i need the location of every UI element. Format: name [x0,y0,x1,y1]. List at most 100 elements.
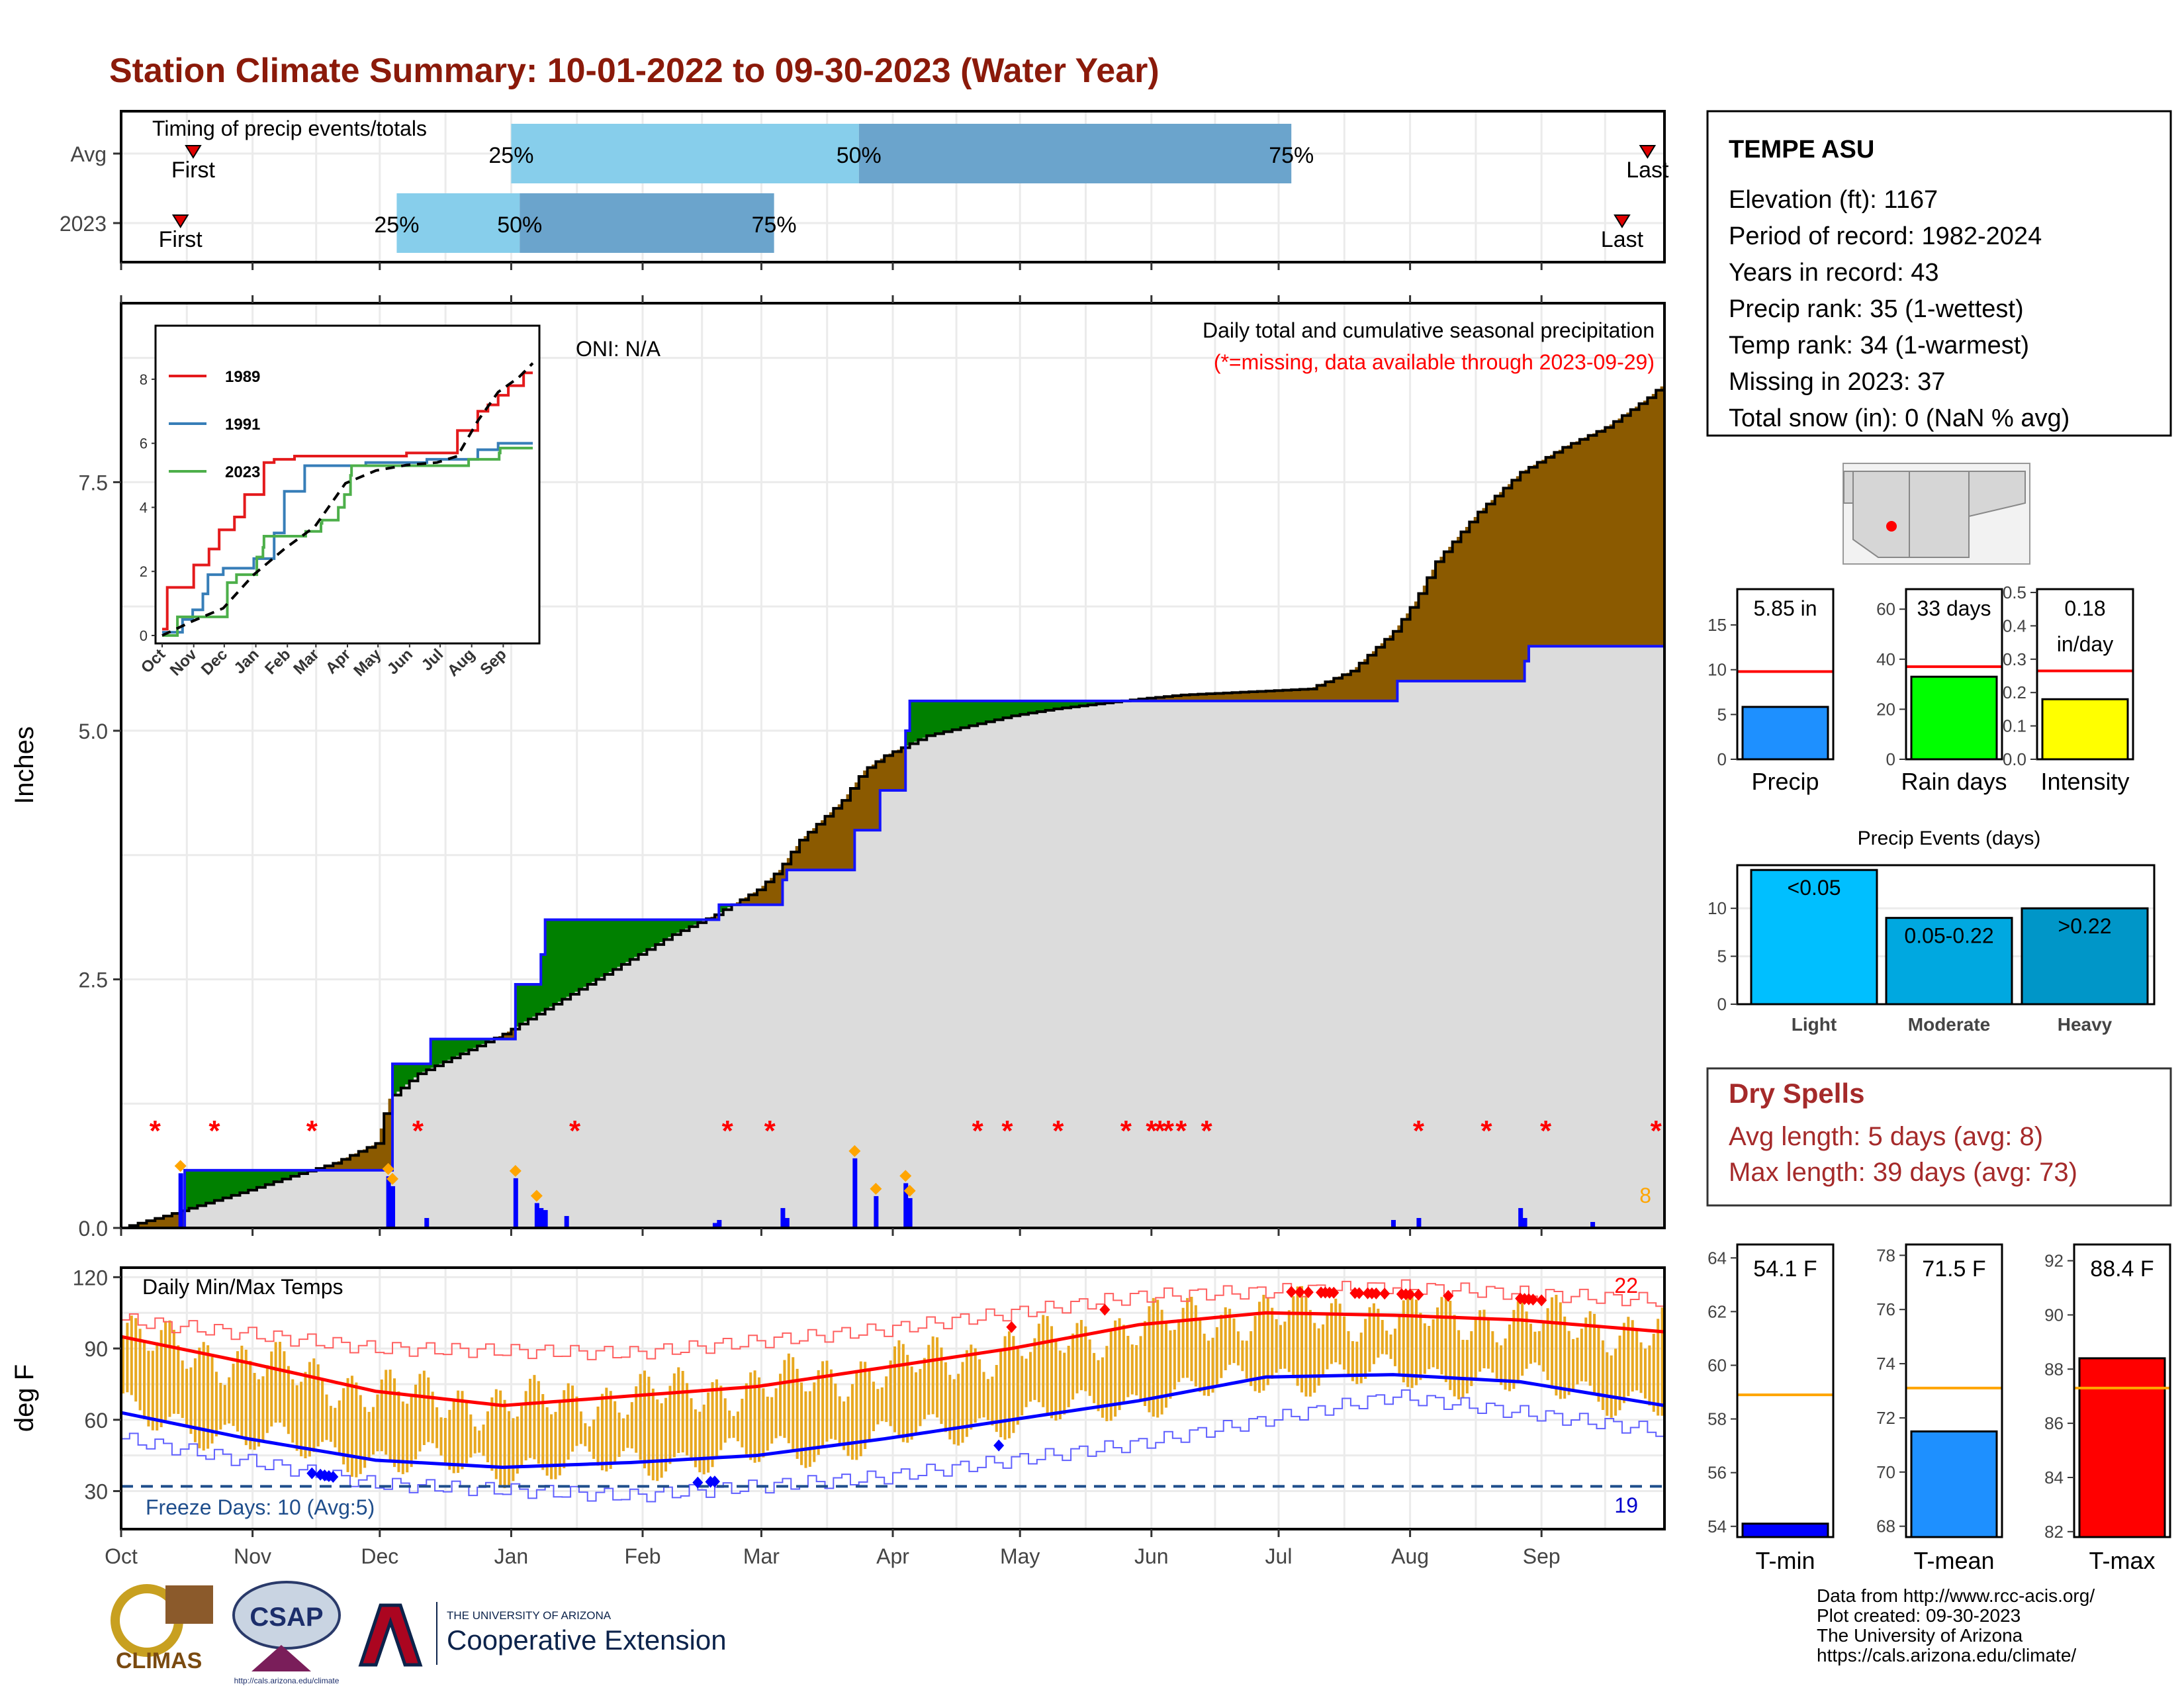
temp-summary-y-tick: 72 [1876,1408,1895,1428]
hot-day-marker [1536,1294,1547,1307]
timing-first-marker [171,214,189,228]
summary-value-label: 5.85 in [1753,596,1817,620]
hot-day-marker [1353,1287,1365,1299]
freeze-day-marker [328,1471,339,1483]
hot-day-marker [1286,1286,1297,1298]
csap-logo-mountain [251,1645,311,1671]
daily-precip-bar [539,1207,544,1228]
arizona-shape [1852,471,1910,558]
inset-series-2023 [162,446,533,637]
daily-precip-bar [386,1176,391,1228]
event-bar-moderate [1885,917,2013,1006]
event-bar-heavy [2021,907,2149,1006]
missing-day-marker: * [306,1115,318,1147]
month-tick-label: Nov [234,1544,271,1568]
dry-spells-title: Dry Spells [1729,1078,1864,1109]
inset-y-tick: 8 [140,371,148,388]
missing-day-marker: * [1052,1115,1064,1147]
missing-day-marker: * [1175,1115,1187,1147]
summary-frame [2036,588,2134,761]
credits: Data from http://www.rcc-acis.org/Plot c… [1817,1585,2095,1665]
temp-summary-y-tick: 84 [2044,1468,2064,1487]
heavy-day-marker [382,1162,394,1175]
temp-summary-y-tick: 82 [2044,1522,2064,1542]
summary-y-tick: 5 [1717,704,1727,724]
summary-y-tick: 40 [1876,649,1895,669]
station-detail-line: Elevation (ft): 1167 [1729,186,1938,214]
dry-spells-avg: Avg length: 5 days (avg: 8) [1729,1122,2043,1151]
temp-summary-y-tick: 74 [1876,1354,1895,1374]
station-locator-map [1843,463,2030,565]
freeze-day-marker [306,1467,318,1479]
temperature-summary-bars: 54 56 58 60 62 64 54.1 F T-min 68 70 72 74 76 78 71.5 … [1707,1243,2171,1574]
precip-y-tick: 7.5 [79,471,108,494]
daily-precip-bar [1590,1221,1596,1228]
timing-p50-label: 50% [497,212,542,238]
temp-summary-y-tick: 92 [2044,1251,2064,1271]
average-cumulative-line [121,383,1666,1229]
month-tick-label: Jul [1265,1544,1293,1568]
summary-y-tick: 60 [1876,599,1895,619]
freeze-day-marker [993,1439,1005,1452]
summary-y-tick: 0 [1886,749,1895,769]
record-high-line [121,1279,1665,1360]
missing-day-marker: * [208,1115,220,1147]
daily-precip-bar [712,1223,717,1228]
heavy-day-count: 8 [1639,1184,1651,1207]
station-name: TEMPE ASU [1729,136,1874,164]
summary-bar-label: Intensity [2040,768,2129,795]
missing-day-marker: * [1651,1115,1662,1147]
timing-first-marker [185,145,202,159]
credit-line: https://cals.arizona.edu/climate/ [1817,1645,2076,1665]
temp-summary-y-tick: 68 [1876,1517,1895,1536]
california-shape [1843,471,1854,504]
timing-p50-label: 50% [837,143,882,168]
freeze-day-marker [692,1476,704,1489]
inset-y-tick: 0 [140,628,148,644]
event-bar-label: <0.05 [1788,876,1841,900]
timing-first-marker-label: First [171,158,216,183]
hot-day-marker [1006,1321,1017,1333]
csap-logo-url: http://cals.arizona.edu/climate [234,1676,340,1685]
timing-p75-label: 75% [1269,143,1314,168]
climas-logo-text: CLIMAS [116,1648,202,1673]
summary-value-unit: in/day [2057,632,2113,656]
daily-precip-bar [717,1219,722,1228]
missing-day-marker: * [1540,1115,1552,1147]
precip-header: Daily total and cumulative seasonal prec… [1203,318,1655,342]
heavy-day-marker [174,1160,187,1172]
month-tick-label: Mar [743,1544,780,1568]
month-tick-label: Feb [624,1544,660,1568]
daily-precip-bar [903,1183,909,1228]
daily-precip-bar [513,1178,518,1228]
ua-logo-small-text: THE UNIVERSITY OF ARIZONA [447,1609,612,1622]
event-category-label: Light [1792,1014,1837,1035]
inset-average-line [161,362,534,637]
inset-legend-label: 2023 [225,463,260,481]
logos: CLIMAS CSAP http://cals.arizona.edu/climat… [111,1581,727,1685]
station-detail-line: Temp rank: 34 (1-warmest) [1729,332,2029,359]
missing-day-marker: * [412,1115,424,1147]
timing-bar-25-50 [396,193,520,253]
ua-logo-big-text: Cooperative Extension [447,1624,727,1656]
dry-spells-max: Max length: 39 days (avg: 73) [1729,1158,2077,1187]
credit-line: Data from http://www.rcc-acis.org/ [1817,1585,2095,1606]
summary-bar-1 [1910,675,1998,761]
temp-summary-label: T-min [1756,1547,1815,1574]
daily-precip-bar [784,1217,790,1228]
heavy-day-marker [848,1145,861,1157]
hot-day-marker [1328,1286,1340,1299]
summary-bar-2 [2041,698,2129,761]
temp-summary-value: 71.5 F [1922,1256,1985,1282]
freeze-day-marker [709,1476,720,1488]
average-min-line [120,1373,1665,1470]
summary-bar-label: Rain days [1901,768,2007,795]
inset-legend-label: 1989 [225,368,260,386]
precip-y-tick: 0.0 [79,1217,108,1241]
texas-shape [1968,471,2026,518]
temp-summary-y-tick: 90 [2044,1305,2064,1325]
csap-logo-text: CSAP [250,1603,323,1632]
summary-frame [1905,588,2003,761]
daily-precip-bar [534,1203,539,1228]
temp-summary-value: 88.4 F [2090,1256,2154,1282]
